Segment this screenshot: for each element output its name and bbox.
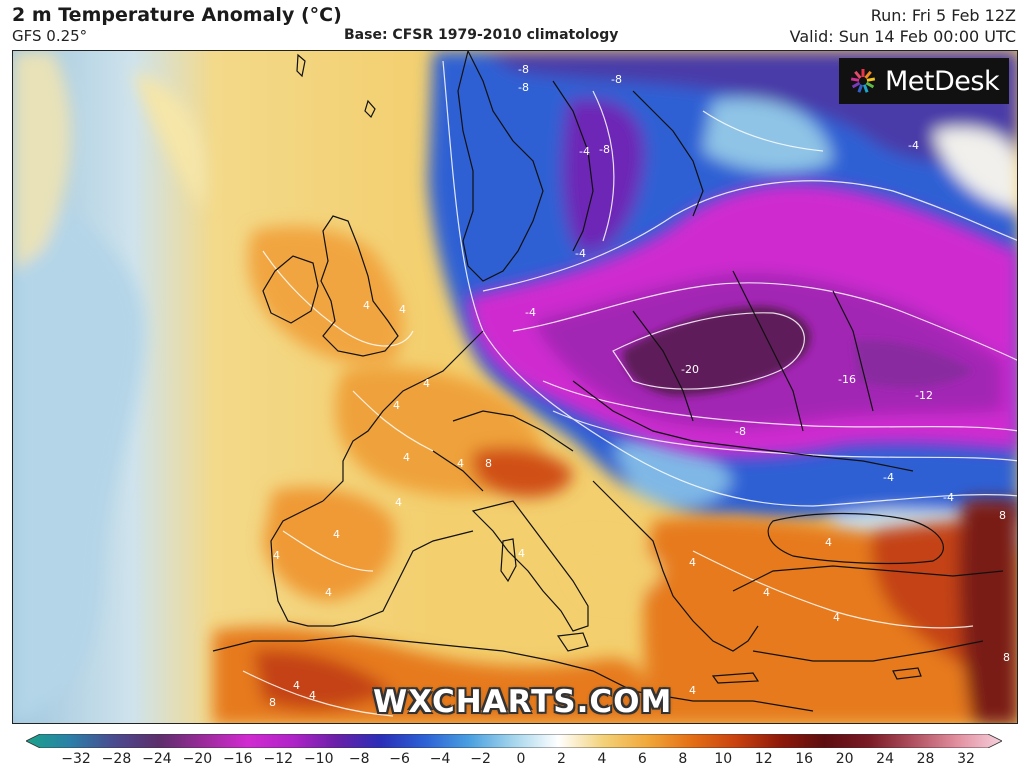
colorbar-tick-label: −12 [263,751,294,767]
colorbar-tick-label: 2 [556,751,566,767]
contour-label: 4 [325,586,332,599]
valid-time-label: Valid: Sun 14 Feb 00:00 UTC [789,27,1016,46]
colorbar-tick-label: 16 [795,751,814,767]
colorbar-tick-label: 10 [714,751,733,767]
colorbar-bar [25,733,1003,749]
starburst-icon [850,69,876,93]
field-atlantic-cool [13,51,206,723]
base-climatology-label: Base: CFSR 1979-2010 climatology [344,27,619,43]
contour-label: -8 [599,143,610,156]
colorbar-tick-label: 28 [916,751,935,767]
logo-brand-text: MetDesk [885,65,1000,97]
contour-label: -8 [611,73,622,86]
colorbar-tick-label: −28 [101,751,132,767]
contour-label: 4 [833,611,840,624]
contour-label: 4 [763,586,770,599]
colorbar-tick-label: −16 [223,751,253,767]
contour-label: 4 [825,536,832,549]
contour-label: -8 [518,81,529,94]
contour-label: 4 [423,377,430,390]
colorbar-tick-label: 32 [957,751,975,767]
run-time-label: Run: Fri 5 Feb 12Z [870,6,1016,25]
contour-label: -16 [838,373,856,386]
contour-label: 4 [395,496,402,509]
field-warm [213,226,1017,723]
contour-label-group: -8 -8 -8 -4 -8 -4 -4 -4 -20 -16 -12 -8 -… [269,63,1010,709]
model-label: GFS 0.25° [12,27,88,45]
contour-label: 4 [399,303,406,316]
contour-label: 4 [273,549,280,562]
colorbar-tick-label: 6 [637,751,647,767]
contour-label: 4 [457,457,464,470]
coastlines [212,51,1004,712]
contour-label: 4 [333,528,340,541]
contour-label: 8 [485,457,492,470]
contour-label: 4 [689,556,696,569]
colorbar-tick-label: −2 [470,751,491,767]
contour-label: -4 [575,247,586,260]
contour-label: 4 [363,299,370,312]
colorbar-tick-label: −6 [389,751,410,767]
contour-label: -8 [735,425,746,438]
colorbar [25,733,1003,749]
contour-label: -4 [579,145,590,158]
colorbar-tick-label: −20 [182,751,213,767]
colorbar-tick-label: −32 [61,751,91,767]
contour-label: 4 [689,684,696,697]
colorbar-tick-label: 4 [597,751,607,767]
contour-label: 4 [403,451,410,464]
contour-label: -20 [681,363,699,376]
contour-label: -4 [943,491,954,504]
colorbar-tick-label: 20 [835,751,854,767]
contour-label: -4 [525,306,536,319]
contour-label: 4 [518,547,525,560]
watermark: WXCHARTS.COM [373,684,673,720]
contour-label: -4 [883,471,894,484]
colorbar-tick-label: −8 [348,751,370,767]
chart-title: 2 m Temperature Anomaly (°C) [12,4,342,26]
colorbar-tick-label: −24 [142,751,172,767]
contour-label: -12 [915,389,933,402]
contour-lines [242,60,1017,717]
contour-label: 4 [293,679,300,692]
contour-label: -4 [908,139,919,152]
contour-label: 4 [393,399,400,412]
colorbar-tick-label: −10 [303,751,334,767]
colorbar-tick-labels: −32 −28 −24 −20 −16 −12 −10 −8 −6 −4 −2 0 2 4 6 8 10 12 16… [0,751,1024,773]
colorbar-tick-label: 12 [754,751,773,767]
contour-label: 8 [269,696,276,709]
temperature-anomaly-map: -8 -8 -8 -4 -8 -4 -4 -4 -20 -16 -12 -8 -… [12,50,1018,724]
metdesk-logo: MetDesk [839,58,1009,104]
contour-label: 8 [999,509,1006,522]
contour-label: 4 [309,689,316,702]
colorbar-tick-label: −4 [429,751,451,767]
colorbar-tick-label: 0 [516,751,526,767]
colorbar-tick-label: 24 [876,751,894,767]
colorbar-svg [25,733,1003,749]
contour-label: 8 [1003,651,1010,664]
colorbar-tick-label: 8 [678,751,688,767]
contour-label: -8 [518,63,529,76]
